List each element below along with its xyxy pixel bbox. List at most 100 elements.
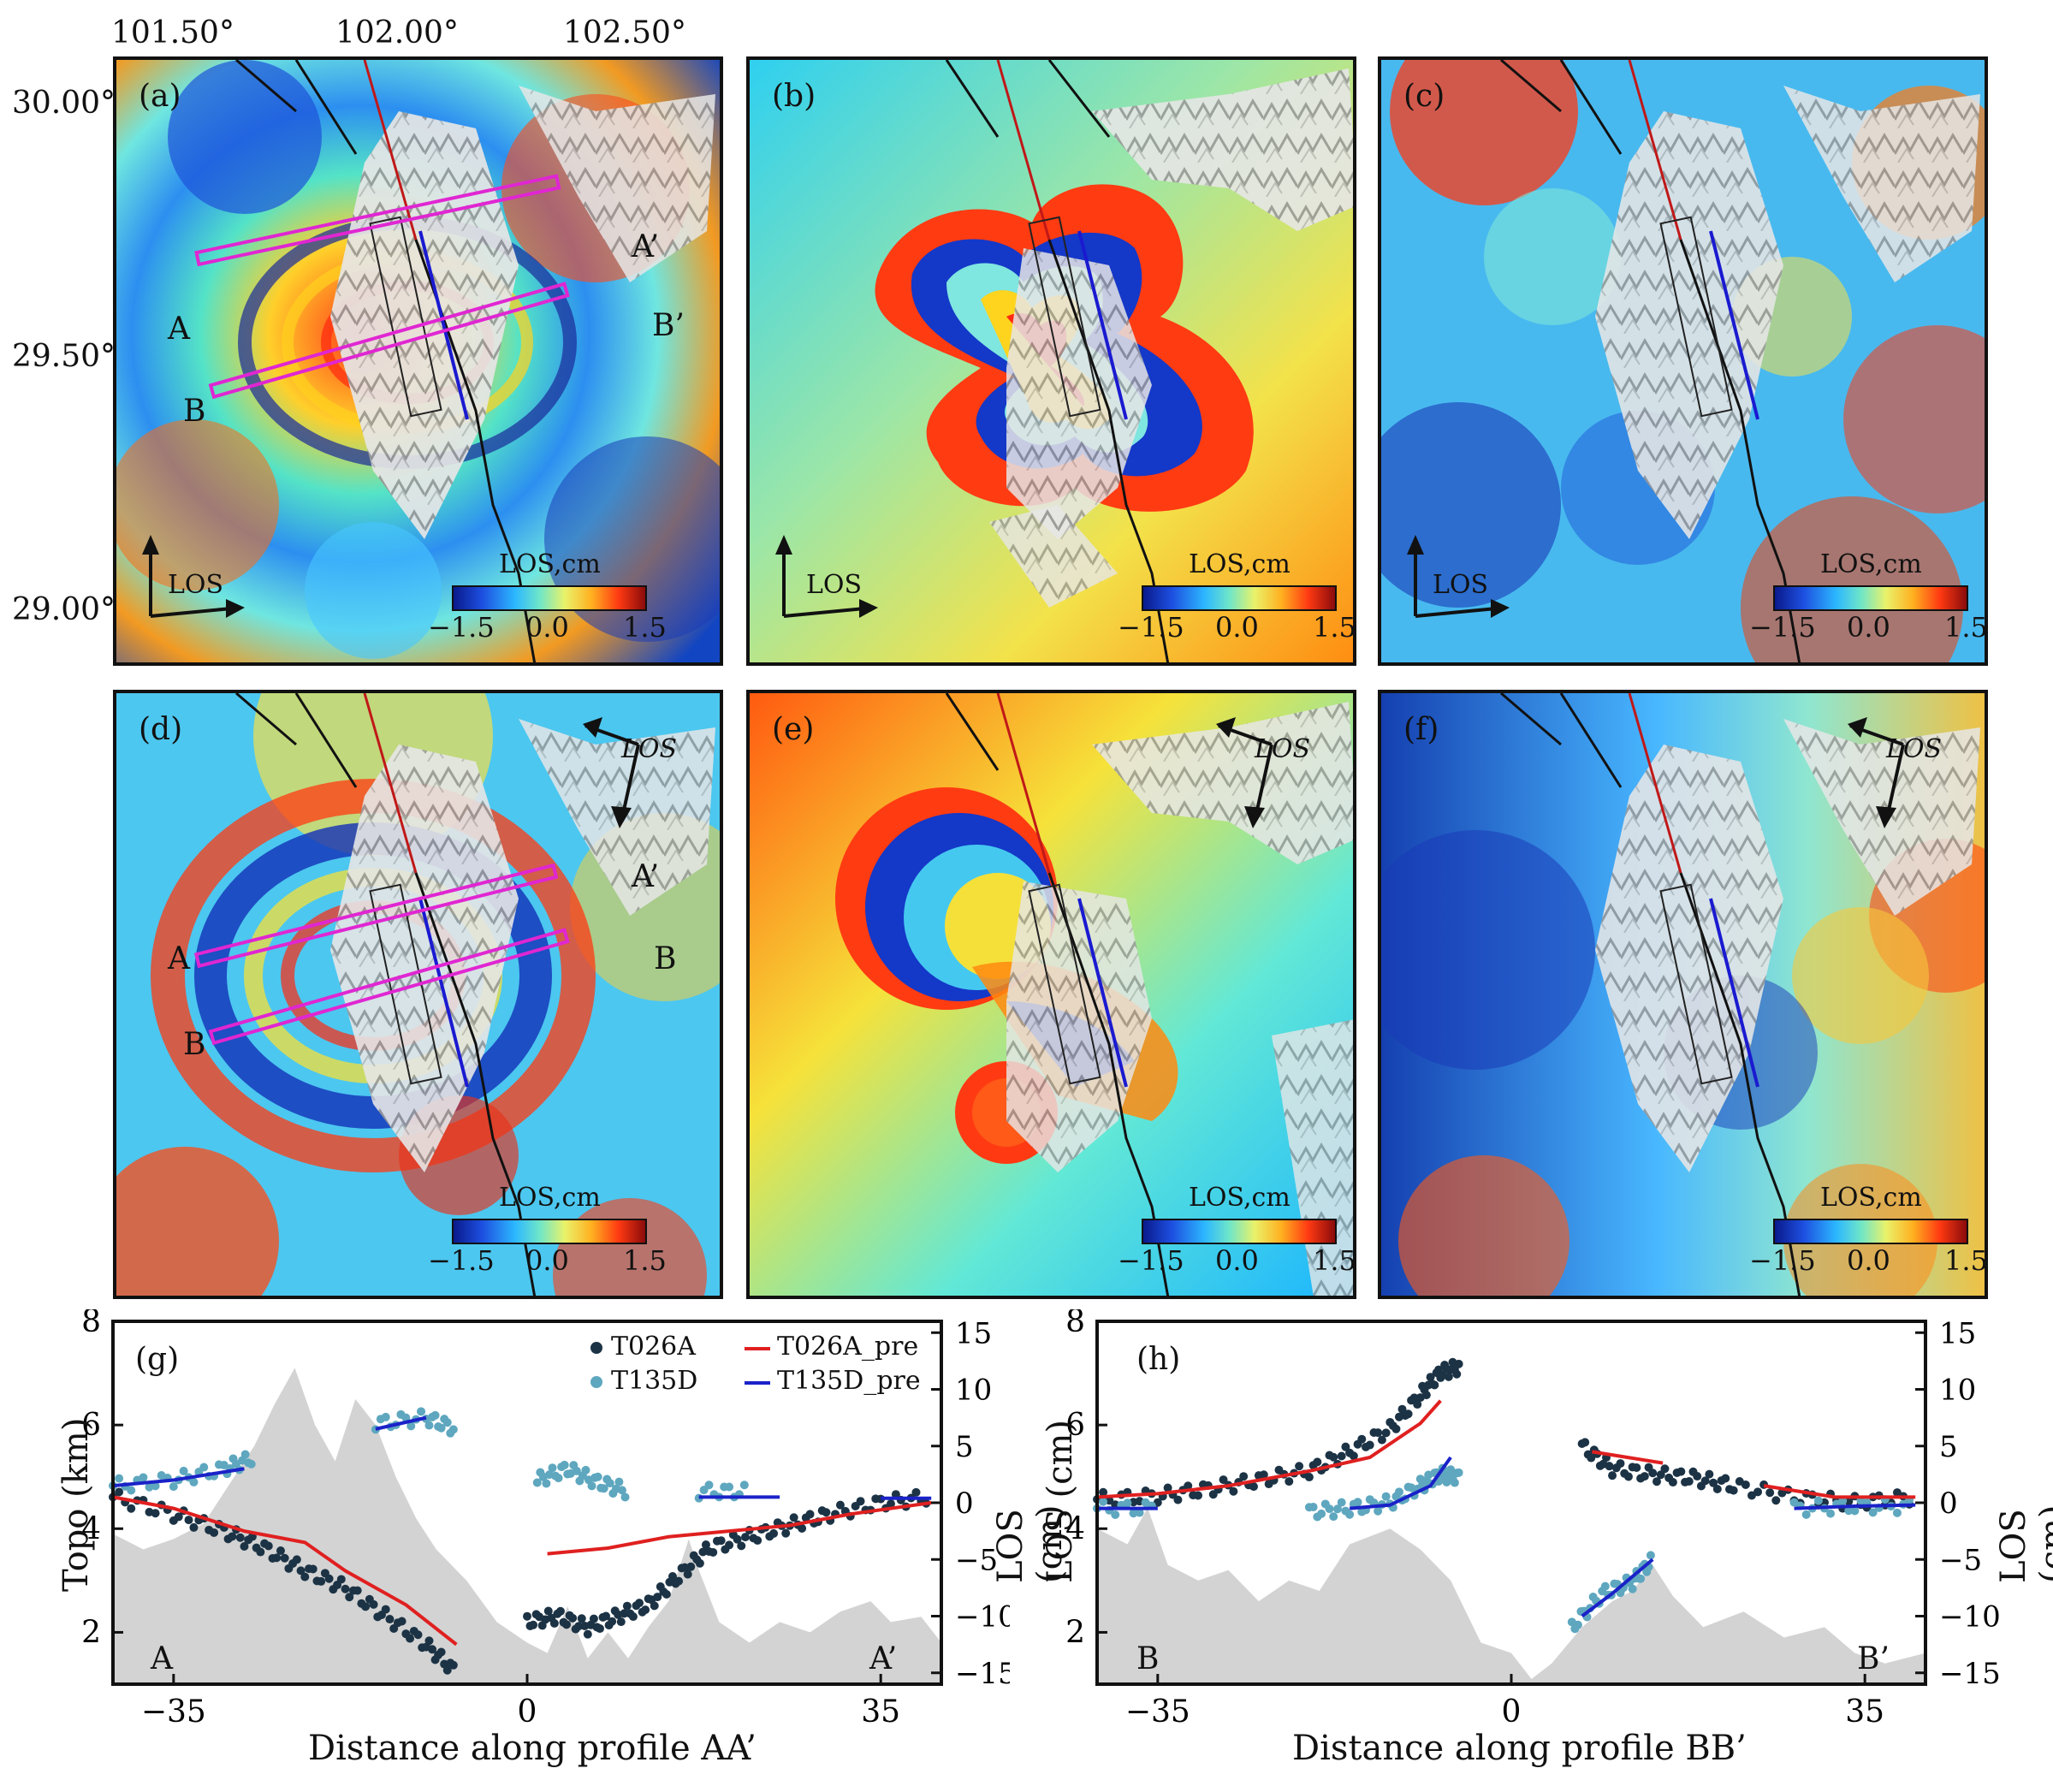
t135d-point (1135, 1508, 1144, 1517)
t026a-point (428, 1645, 437, 1654)
t026a-point (716, 1536, 726, 1546)
panel-a-label: (a) (139, 79, 181, 114)
legend-t026a: T026A (611, 1332, 696, 1362)
t135d-point (1381, 1492, 1391, 1501)
t026a-point (725, 1540, 734, 1550)
t026a-point (397, 1617, 406, 1626)
t135d-point (605, 1479, 614, 1488)
y-tick-label-right: −15 (1939, 1657, 2001, 1691)
colorbar-title: LOS,cm (1189, 549, 1291, 579)
t026a-point (577, 1614, 586, 1623)
y-tick-label-left: 4 (81, 1511, 101, 1546)
t026a-point (1357, 1434, 1367, 1444)
t026a-point (1295, 1462, 1304, 1471)
chart-g: −35 0 35 2 4 6 8 −15 −10 −5 0 5 10 15 (g) A A’ Distan… (26, 1304, 1070, 1789)
t026a-point (292, 1555, 301, 1564)
panel-e-map (750, 693, 1353, 1296)
los-label: LOS (621, 734, 678, 764)
t135d-point (1329, 1512, 1338, 1522)
los-label: LOS (1886, 734, 1943, 764)
x-tick-label: 0 (518, 1694, 537, 1730)
t026a-point (1587, 1453, 1596, 1463)
t026a-point (256, 1547, 265, 1557)
t135d-point (572, 1466, 581, 1475)
t026a-point (1430, 1380, 1439, 1390)
panel-b: (b) LOS LOS,cm −1.5 0.0 1.5 (746, 56, 1356, 666)
t026a-point (589, 1614, 598, 1623)
t026a-point (1452, 1369, 1462, 1379)
y-tick-label-right: 15 (1939, 1316, 1976, 1350)
profile-label-B: B (183, 1027, 206, 1062)
t026a-point (1329, 1452, 1338, 1462)
t135d-point (1868, 1508, 1878, 1517)
t135d-point (1826, 1509, 1836, 1518)
t135d-point (704, 1480, 714, 1490)
t135d-point (739, 1480, 749, 1490)
t026a-point (300, 1572, 310, 1581)
profile-label-A: A (168, 312, 190, 347)
legend-t135d: T135D (611, 1366, 698, 1396)
t026a-point (436, 1647, 446, 1657)
t026a-point (308, 1564, 317, 1574)
t135d-pre-line (1581, 1558, 1654, 1618)
t026a-point (272, 1553, 282, 1563)
t026a-point (595, 1624, 604, 1634)
t026a-point (1194, 1491, 1203, 1500)
t026a-point (1403, 1409, 1413, 1419)
t135d-point (1600, 1581, 1610, 1591)
t026a-point (1652, 1477, 1661, 1486)
t026a-point (574, 1622, 584, 1631)
t135d-point (151, 1481, 160, 1491)
t026a-point (529, 1620, 538, 1629)
t135d-point (617, 1486, 626, 1495)
t135d-pre-line (1794, 1503, 1916, 1510)
t026a-point (1409, 1393, 1419, 1403)
t026a-point (1313, 1457, 1322, 1467)
panel-c-label: (c) (1403, 79, 1445, 114)
y-tick-label-left: 2 (81, 1615, 101, 1650)
t026a-point (911, 1487, 921, 1497)
t026a-point (628, 1612, 638, 1622)
t135d-point (593, 1472, 602, 1481)
t026a-point (568, 1613, 578, 1623)
t135d-point (1345, 1510, 1355, 1519)
t026a-point (1341, 1442, 1350, 1451)
colorbar-gradient (1142, 585, 1337, 611)
t026a-point (1729, 1486, 1738, 1495)
t026a-point (1374, 1428, 1383, 1438)
t135d-point (1628, 1584, 1637, 1593)
t135d-point (1850, 1506, 1860, 1516)
y-tick-label-right: −10 (1939, 1600, 2001, 1635)
t026a-point (555, 1606, 565, 1616)
colorbar-tick-mid: 0.0 (525, 1244, 569, 1277)
colorbar-tick-min: −1.5 (1749, 611, 1816, 644)
t026a-point (835, 1500, 845, 1510)
t026a-point (616, 1617, 626, 1627)
t026a-point (424, 1636, 434, 1646)
colorbar-gradient (452, 585, 647, 611)
colorbar-tick-min: −1.5 (428, 1244, 495, 1277)
y-tick-label-right: 5 (1939, 1430, 1958, 1464)
los-label: LOS (806, 570, 863, 600)
t026a-point (698, 1547, 708, 1557)
t135d-point (1813, 1496, 1823, 1505)
t135d-point (581, 1465, 590, 1475)
panel-b-label: (b) (772, 79, 816, 114)
x-tick-label: 0 (1502, 1694, 1522, 1730)
t026a-point (662, 1589, 671, 1599)
chart-g-svg: −35 0 35 2 4 6 8 −15 −10 −5 0 5 10 15 (81, 1304, 1017, 1730)
t026a-point (549, 1618, 559, 1628)
t026a-point (1337, 1451, 1346, 1461)
t135d-point (436, 1423, 446, 1433)
t026a-point (1259, 1470, 1268, 1480)
y-tick-label-right: −5 (1939, 1543, 1982, 1577)
t026a-point (1349, 1451, 1358, 1461)
t135d-point (127, 1486, 136, 1495)
t026a-point (686, 1562, 696, 1571)
t026a-point (1444, 1372, 1453, 1381)
t135d-point (240, 1450, 250, 1459)
y-axis-label-left: LOS (cm) (1041, 1419, 1080, 1583)
colorbar-tick-mid: 0.0 (1215, 1244, 1259, 1277)
panel-e: (e) LOS LOS,cm −1.5 0.0 1.5 (746, 690, 1356, 1299)
t026a-point (1753, 1487, 1763, 1497)
